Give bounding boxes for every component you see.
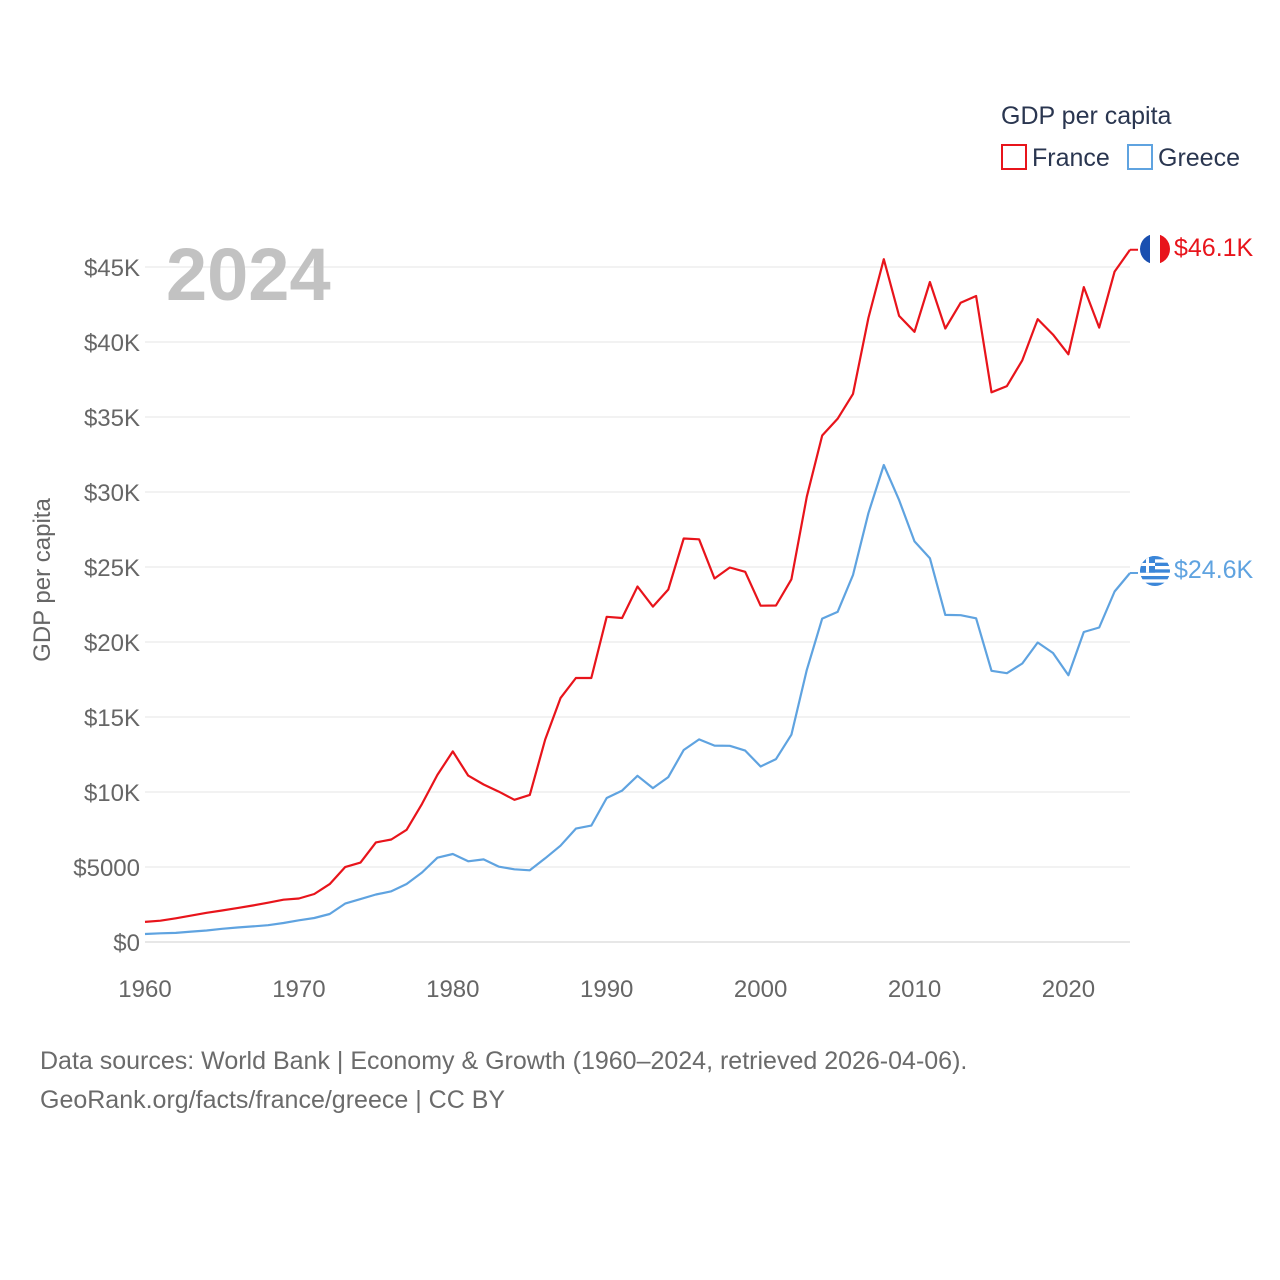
x-tick-label: 2020: [1042, 976, 1095, 1003]
y-axis-label: GDP per capita: [29, 498, 56, 662]
y-tick-label: $35K: [84, 405, 140, 432]
legend: GDP per capita France Greece: [1001, 102, 1240, 172]
legend-label-france[interactable]: France: [1032, 144, 1110, 172]
y-tick-label: $5000: [73, 855, 140, 882]
y-tick-label: $40K: [84, 330, 140, 357]
france-flag-icon: [1140, 234, 1170, 264]
x-tick-label: 2010: [888, 976, 941, 1003]
series-line-france[interactable]: [144, 249, 1131, 923]
year-label: 2024: [166, 233, 331, 316]
source-line-2: GeoRank.org/facts/france/greece | CC BY: [40, 1086, 506, 1114]
legend-swatch-greece[interactable]: [1127, 144, 1153, 170]
grid-lines: [145, 266, 1130, 943]
y-tick-label: $0: [113, 930, 140, 957]
source-notes: Data sources: World Bank | Economy & Gro…: [40, 1042, 967, 1120]
legend-label-greece[interactable]: Greece: [1158, 144, 1240, 172]
y-tick-label: $20K: [84, 630, 140, 657]
x-tick-label: 2000: [734, 976, 787, 1003]
legend-title: GDP per capita: [1001, 102, 1172, 130]
y-tick-label: $25K: [84, 555, 140, 582]
greece-end-label: $24.6K: [1174, 556, 1254, 584]
series-lines: [144, 248, 1138, 936]
x-tick-label: 1970: [272, 976, 325, 1003]
y-axis-ticks: $0 $5000 $10K $15K $20K $25K $30K $35K $40K $45K: [73, 255, 140, 957]
series-line-greece[interactable]: [144, 463, 1131, 936]
y-tick-label: $15K: [84, 705, 140, 732]
france-end-label: $46.1K: [1174, 234, 1254, 262]
greece-flag-icon: [1140, 556, 1170, 586]
x-tick-label: 1960: [118, 976, 171, 1003]
source-line-1: Data sources: World Bank | Economy & Gro…: [40, 1047, 968, 1075]
x-axis-ticks: 1960 1970 1980 1990 2000 2010 2020: [118, 976, 1095, 1003]
y-tick-label: $45K: [84, 255, 140, 282]
x-tick-label: 1980: [426, 976, 479, 1003]
y-tick-label: $10K: [84, 780, 140, 807]
legend-swatch-france[interactable]: [1001, 144, 1027, 170]
x-tick-label: 1990: [580, 976, 633, 1003]
y-tick-label: $30K: [84, 480, 140, 507]
